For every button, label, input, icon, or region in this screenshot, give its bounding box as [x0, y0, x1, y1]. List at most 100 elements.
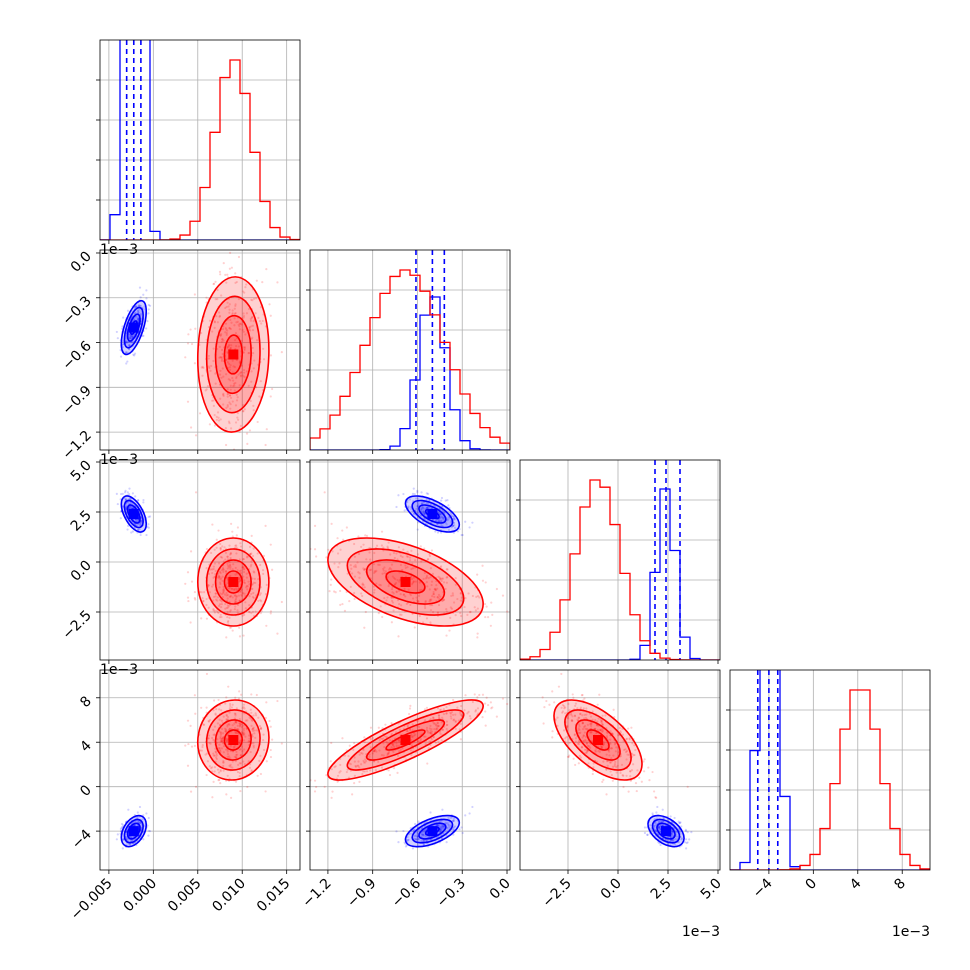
sample-point	[254, 312, 257, 315]
sample-point	[599, 744, 603, 747]
sample-point	[597, 717, 600, 720]
sample-point	[235, 399, 239, 402]
sample-point	[148, 515, 152, 518]
sample-point	[430, 730, 434, 733]
sample-point	[218, 723, 222, 726]
sample-point	[132, 353, 135, 356]
sample-point	[444, 499, 447, 502]
sample-point	[353, 782, 356, 785]
sample-point	[581, 721, 584, 725]
sample-point	[245, 312, 249, 315]
sample-point	[224, 702, 227, 705]
sample-point	[393, 556, 396, 560]
sample-point	[216, 768, 220, 771]
sample-point	[224, 443, 228, 447]
series-red	[541, 672, 689, 799]
sample-point	[215, 418, 218, 421]
sample-point	[610, 747, 613, 750]
sample-point	[358, 753, 361, 756]
sample-point	[457, 719, 460, 722]
sample-point	[119, 355, 123, 358]
sample-point	[232, 745, 236, 748]
sample-point	[226, 564, 230, 567]
sample-point	[429, 599, 432, 602]
sample-point	[459, 738, 462, 741]
sample-point	[581, 728, 585, 731]
sample-point	[483, 602, 487, 606]
sample-point	[243, 291, 246, 294]
sample-point	[406, 555, 410, 558]
sample-point	[221, 739, 224, 742]
sample-point	[421, 506, 424, 510]
sample-point	[648, 779, 651, 782]
sample-point	[432, 736, 435, 739]
sample-point	[557, 685, 561, 688]
sample-point	[400, 613, 403, 616]
sample-point	[242, 314, 246, 318]
sample-point	[222, 751, 225, 754]
sample-point	[511, 690, 513, 692]
sample-point	[347, 776, 351, 779]
sample-point	[137, 311, 140, 314]
sample-point	[435, 727, 438, 730]
density-peak	[427, 826, 438, 837]
sample-point	[119, 517, 122, 520]
y-tick-label: 8	[77, 693, 95, 711]
sample-point	[651, 812, 654, 815]
sample-point	[406, 550, 409, 553]
x-tick-label: 0	[803, 876, 821, 894]
sample-point	[440, 721, 443, 724]
sample-point	[397, 589, 401, 592]
sample-point	[219, 769, 222, 772]
sample-point	[126, 341, 129, 344]
sample-point	[221, 327, 225, 331]
sample-point	[243, 408, 246, 411]
sample-point	[122, 838, 125, 841]
sample-point	[437, 724, 440, 727]
sample-point	[242, 570, 246, 574]
sample-point	[605, 768, 608, 771]
sample-point	[242, 733, 245, 736]
sample-point	[219, 334, 222, 337]
sample-point	[242, 739, 246, 742]
sample-point	[390, 721, 393, 725]
sample-point	[456, 530, 460, 533]
sample-point	[576, 718, 579, 721]
sample-point	[234, 544, 237, 547]
sample-point	[348, 744, 351, 747]
sample-point	[422, 577, 425, 581]
sample-point	[233, 312, 236, 315]
sample-point	[258, 593, 262, 597]
sample-point	[395, 744, 398, 747]
sample-point	[221, 738, 224, 741]
sample-point	[464, 520, 467, 523]
sample-point	[430, 738, 434, 741]
sample-point	[226, 346, 229, 349]
sample-point	[506, 610, 509, 613]
sample-point	[437, 714, 441, 717]
histogram-panel-1	[310, 250, 510, 450]
sample-point	[248, 326, 251, 329]
sample-point	[360, 545, 363, 548]
sample-point	[501, 697, 505, 700]
sample-point	[249, 552, 252, 556]
sample-point	[200, 617, 203, 620]
sample-point	[357, 760, 360, 763]
sample-point	[205, 706, 208, 709]
sample-point	[205, 296, 208, 299]
sample-point	[440, 499, 443, 502]
sample-point	[186, 400, 190, 403]
sample-point	[126, 309, 130, 312]
scatter-panel-1-0	[100, 250, 300, 450]
sample-point	[600, 719, 603, 722]
sample-point	[219, 581, 222, 584]
sample-point	[220, 709, 223, 712]
sample-point	[127, 524, 130, 527]
sample-point	[244, 607, 247, 610]
sample-point	[131, 340, 134, 343]
sample-point	[227, 420, 231, 423]
sample-point	[336, 552, 340, 555]
sample-point	[242, 566, 245, 569]
sample-point	[439, 828, 442, 832]
sample-point	[220, 348, 224, 352]
